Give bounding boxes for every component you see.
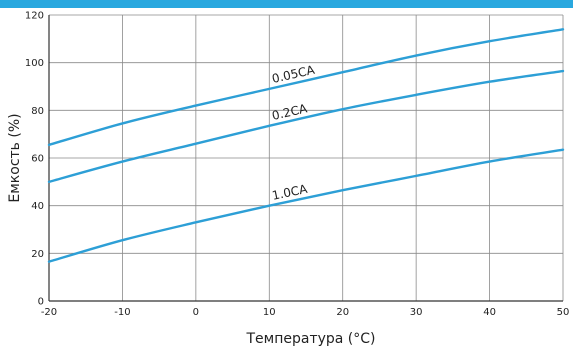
curve-label: 0.2CA	[271, 101, 310, 123]
tick-labels: -20 -10 0 10 20 30 40 50 0 20 40 60 80 100 120	[25, 11, 569, 319]
series-layer	[47, 28, 565, 263]
x-axis-title: Температура (°C)	[245, 331, 375, 347]
x-tick-label: 0	[193, 307, 199, 318]
x-tick-label: 20	[336, 307, 349, 318]
x-tick-label: 30	[410, 307, 423, 318]
grid	[48, 14, 564, 302]
y-axis-title: Емкость (%)	[7, 113, 23, 202]
x-tick-label: 40	[483, 307, 496, 318]
y-tick-label: 120	[25, 11, 44, 22]
x-tick-label: 10	[263, 307, 276, 318]
y-tick-label: 80	[31, 106, 44, 117]
series-line-0-2CA	[47, 69, 565, 184]
series-line-1-0CA	[47, 148, 565, 263]
y-tick-label: 20	[31, 249, 44, 260]
x-tick-label: 50	[557, 307, 570, 318]
header-band	[0, 0, 573, 8]
y-tick-label: 100	[25, 58, 44, 69]
y-tick-label: 0	[38, 297, 44, 308]
x-tick-label: -10	[114, 307, 130, 318]
series-line-0-05CA	[47, 28, 565, 147]
y-tick-label: 40	[31, 201, 44, 212]
y-tick-label: 60	[31, 154, 44, 165]
x-tick-label: -20	[41, 307, 57, 318]
